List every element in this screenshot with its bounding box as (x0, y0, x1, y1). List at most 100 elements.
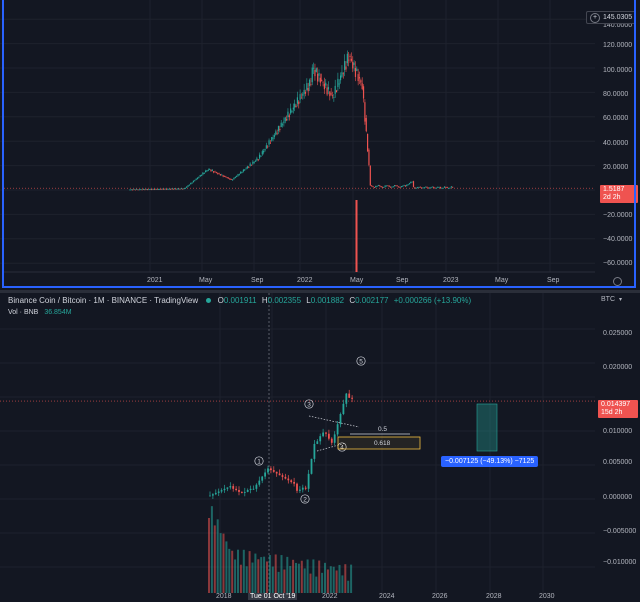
candle-body (249, 163, 251, 166)
candle-body (319, 436, 322, 442)
candle-body (207, 169, 209, 171)
time-tick: Sep (396, 277, 409, 284)
candle-body (269, 142, 271, 144)
close-label: C (349, 296, 356, 305)
fib-label: 0.5 (378, 426, 387, 433)
candle-body (439, 187, 442, 189)
bottom-price-axis[interactable]: 0.025000 0.020000 0.010000 0.005000 0.00… (595, 293, 640, 593)
candle-body (319, 77, 321, 83)
candle-body (368, 149, 370, 166)
time-tick: May (199, 277, 213, 284)
bottom-chart-pane[interactable]: 1 2 3 4 5 0.5 0.618 Binance Coin / Bitcoin · 1… (0, 293, 640, 602)
pane-divider[interactable] (0, 290, 640, 293)
candle-body (333, 434, 336, 443)
candle-body (229, 486, 232, 488)
candle-body (238, 174, 240, 176)
candle-body (232, 486, 235, 489)
candle-body (341, 72, 343, 77)
candle-body (220, 490, 223, 492)
candle-body (217, 491, 220, 493)
candle-body (318, 73, 320, 76)
candle-body (279, 129, 281, 131)
candle-body (192, 180, 195, 183)
candle-body (188, 184, 190, 186)
time-tick: 2026 (432, 593, 448, 600)
candle-body (337, 78, 339, 88)
wave-circle (304, 399, 314, 409)
candle-body (218, 173, 220, 175)
candle-body (243, 491, 246, 493)
candle-body (371, 185, 373, 187)
symbol-title[interactable]: Binance Coin / Bitcoin · 1M · BINANCE · … (8, 296, 199, 305)
candle-body (350, 58, 352, 61)
price-tick: 100.0000 (603, 67, 633, 74)
candle-body (245, 168, 247, 170)
candle-body (398, 186, 400, 188)
volume-legend[interactable]: Vol · BNB 36.854M (8, 309, 72, 316)
top-chart-pane[interactable]: 140.0000 120.0000 100.0000 80.0000 60.00… (0, 0, 640, 290)
candle-body (152, 188, 154, 190)
candle-body (134, 189, 136, 191)
candle-body (159, 188, 161, 190)
candle-body (129, 189, 131, 191)
candle-body (169, 188, 172, 190)
volume-bar (254, 553, 257, 593)
candle-body (286, 119, 288, 121)
volume-bar (315, 576, 318, 593)
candle-body (210, 169, 212, 172)
candle-body (206, 170, 208, 172)
candle-body (391, 186, 393, 188)
time-tick: Sep (547, 277, 560, 284)
candle-body (155, 188, 157, 190)
candle-body (443, 186, 446, 188)
volume-bar (321, 572, 324, 593)
candle-body (183, 188, 185, 190)
candle-body (217, 172, 219, 174)
volume-bar (248, 551, 251, 593)
currency-label[interactable]: BTC ▾ (601, 296, 622, 303)
plus-icon[interactable]: + (590, 12, 600, 23)
fib-zone (337, 436, 421, 450)
wave-label: 4 (340, 444, 344, 451)
price-tick: −20.0000 (603, 212, 633, 219)
top-price-axis[interactable]: 140.0000 120.0000 100.0000 80.0000 60.00… (595, 0, 640, 272)
bottom-time-axis[interactable]: 2018 Tue 01 Oct '19 2022 2024 2026 2028 … (0, 593, 595, 602)
trendline (316, 442, 347, 452)
candle-body (278, 473, 281, 476)
candle-body (328, 433, 330, 439)
candle-body (387, 185, 389, 187)
candle-body (160, 189, 162, 190)
candle-body (164, 188, 166, 190)
volume-bar (341, 575, 344, 593)
candle-body (330, 438, 333, 443)
measure-label[interactable]: −0.007125 (−49.13%) −7125 (441, 456, 539, 467)
candle-body (288, 115, 290, 118)
wave-marker: 1 (254, 456, 264, 466)
bottom-price-chart[interactable]: 1 2 3 4 5 0.5 0.618 (0, 293, 640, 602)
open-label: O (217, 296, 224, 305)
candle-body (271, 137, 273, 141)
candle-body (287, 111, 289, 118)
candle-body (145, 189, 147, 190)
candle-body (205, 170, 207, 173)
candle-body (304, 91, 307, 94)
candle-body (433, 186, 435, 189)
candle-body (411, 181, 413, 183)
candle-body (249, 488, 252, 490)
candle-body (219, 174, 222, 176)
candle-body (264, 148, 266, 151)
candle-body (339, 414, 342, 425)
top-time-axis[interactable]: 2021 May Sep 2022 May Sep 2023 May Sep (0, 274, 595, 288)
time-tick: 2022 (322, 593, 338, 600)
candle-body (259, 154, 261, 159)
candle-body (406, 184, 408, 187)
settings-gear-icon[interactable] (613, 277, 622, 286)
price-tick: 80.0000 (603, 91, 629, 98)
volume-bar (228, 548, 231, 593)
top-price-chart[interactable] (0, 0, 640, 290)
candle-body (203, 172, 205, 174)
candle-body (141, 189, 143, 191)
candle-body (430, 187, 432, 189)
volume-bar (268, 555, 271, 593)
crosshair-time-label: Tue 01 Oct '19 (248, 593, 298, 600)
